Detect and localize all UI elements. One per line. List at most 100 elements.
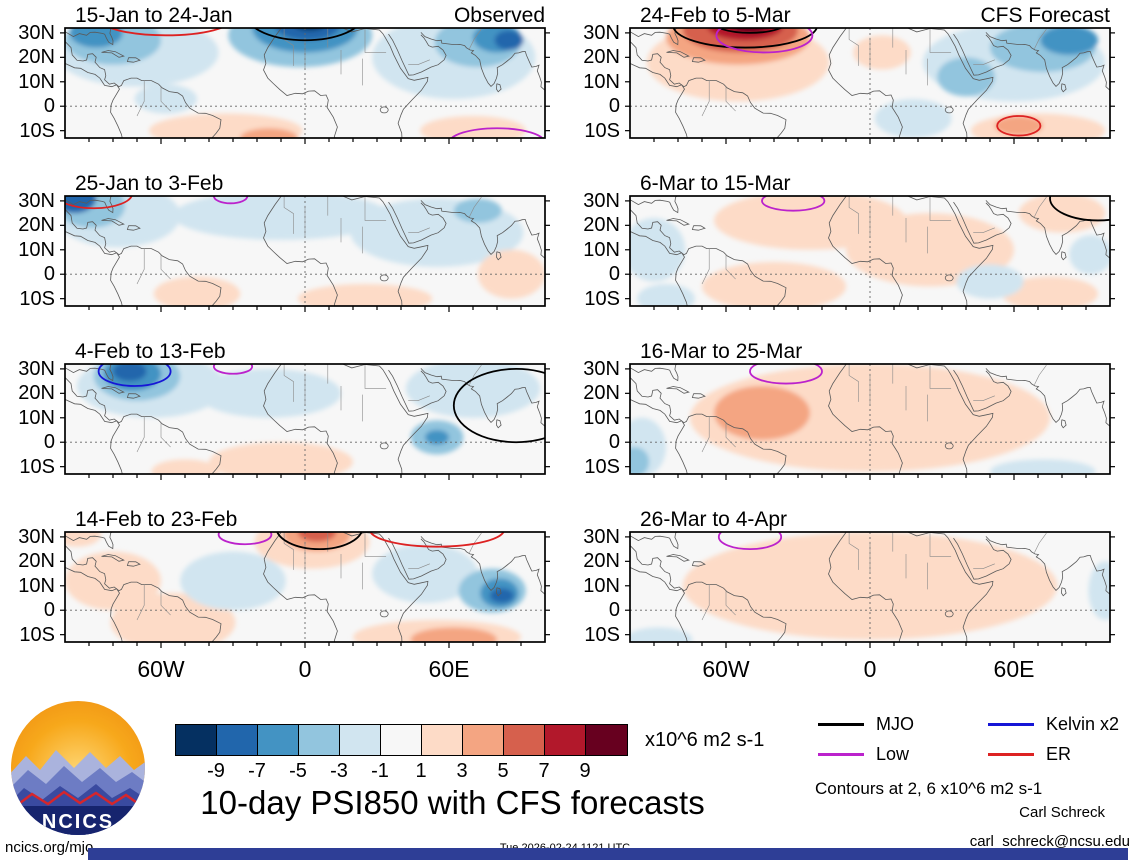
y-axis-label: 10N bbox=[18, 574, 55, 597]
y-axis-label: 10N bbox=[583, 406, 620, 429]
y-axis-label: 0 bbox=[608, 599, 620, 622]
y-axis-label: 10S bbox=[584, 119, 620, 142]
colorbar-tick-label: 9 bbox=[579, 760, 591, 782]
legend-item-low: Low bbox=[818, 744, 909, 764]
colorbar-segment bbox=[258, 725, 299, 755]
y-axis-label: 10N bbox=[583, 70, 620, 93]
y-axis-label: 10N bbox=[18, 406, 55, 429]
legend-item-kelvin: Kelvin x2 bbox=[988, 714, 1119, 734]
footer-email: carl_schreck@ncsu.edu bbox=[969, 833, 1130, 850]
panel-date-range: 16-Mar to 25-Mar bbox=[640, 340, 803, 363]
panel-date-range: 24-Feb to 5-Mar bbox=[640, 4, 791, 27]
colorbar-segment bbox=[463, 725, 504, 755]
y-axis-label: 10N bbox=[583, 574, 620, 597]
colorbar-segment bbox=[340, 725, 381, 755]
y-axis-label: 30N bbox=[583, 525, 620, 548]
legend-line-er bbox=[988, 752, 1034, 756]
legend-line-low bbox=[818, 752, 864, 756]
y-axis-label: 10S bbox=[19, 455, 55, 478]
y-axis-label: 10N bbox=[18, 238, 55, 261]
colorbar-segment bbox=[176, 725, 217, 755]
colorbar-segment bbox=[586, 725, 627, 755]
panel-column-label: Observed bbox=[453, 4, 545, 27]
y-axis-label: 20N bbox=[583, 214, 620, 237]
y-axis-label: 20N bbox=[18, 46, 55, 69]
x-axis-label: 60W bbox=[702, 656, 750, 682]
y-axis-label: 10S bbox=[584, 623, 620, 646]
y-axis-label: 0 bbox=[43, 431, 55, 454]
y-axis-label: 10N bbox=[18, 70, 55, 93]
colorbar-segment bbox=[217, 725, 258, 755]
y-axis-label: 30N bbox=[583, 189, 620, 212]
map-panel-5: 24-Feb to 5-Mar CFS Forecast 30N 20N 10N 0 10S bbox=[570, 4, 1135, 156]
contour-note: Contours at 2, 6 x10^6 m2 s-1 bbox=[815, 779, 1043, 798]
anomaly-map bbox=[60, 363, 550, 480]
y-axis-label: 10S bbox=[19, 119, 55, 142]
y-axis-label: 20N bbox=[18, 550, 55, 573]
colorbar-tick-label: -5 bbox=[289, 760, 307, 782]
y-axis-label: 10N bbox=[583, 238, 620, 261]
legend-label: MJO bbox=[876, 713, 914, 734]
colorbar-segment bbox=[504, 725, 545, 755]
legend-label: Kelvin x2 bbox=[1046, 713, 1120, 734]
colorbar-tick-label: 7 bbox=[538, 760, 550, 782]
y-axis-label: 20N bbox=[583, 46, 620, 69]
y-axis-label: 10S bbox=[19, 287, 55, 310]
y-axis-label: 0 bbox=[43, 599, 55, 622]
panel-date-range: 4-Feb to 13-Feb bbox=[75, 340, 226, 363]
x-axis-label: 0 bbox=[298, 656, 312, 682]
anomaly-map bbox=[625, 27, 1115, 144]
legend-item-mjo: MJO bbox=[818, 714, 914, 734]
panel-date-range: 15-Jan to 24-Jan bbox=[75, 4, 233, 27]
legend-label: Low bbox=[876, 743, 910, 764]
map-panel-7: 16-Mar to 25-Mar 30N 20N 10N 0 10S bbox=[570, 340, 1135, 492]
anomaly-map bbox=[60, 27, 550, 144]
map-panel-6: 6-Mar to 15-Mar 30N 20N 10N 0 10S bbox=[570, 172, 1135, 324]
map-panel-1: 15-Jan to 24-Jan Observed 30N 20N 10N 0 10S bbox=[5, 4, 577, 156]
anomaly-map bbox=[60, 195, 550, 312]
map-panel-2: 25-Jan to 3-Feb 30N 20N 10N 0 10S bbox=[5, 172, 577, 324]
logo-zigzag bbox=[15, 790, 141, 807]
anomaly-map bbox=[625, 363, 1115, 480]
colorbar-tick-label: 5 bbox=[497, 760, 509, 782]
colorbar-segment bbox=[299, 725, 340, 755]
colorbar-tick-label: 1 bbox=[415, 760, 427, 782]
anomaly-map bbox=[625, 531, 1115, 648]
colorbar-segment bbox=[422, 725, 463, 755]
legend-label: ER bbox=[1046, 743, 1072, 764]
colorbar-tick-label: 3 bbox=[456, 760, 468, 782]
x-axis-label: 60W bbox=[137, 656, 185, 682]
y-axis-label: 0 bbox=[608, 263, 620, 286]
panel-date-range: 14-Feb to 23-Feb bbox=[75, 508, 238, 531]
x-axis-label: 0 bbox=[863, 656, 877, 682]
y-axis-label: 0 bbox=[43, 263, 55, 286]
anomaly-map bbox=[60, 531, 550, 648]
colorbar-tick-label: -1 bbox=[371, 760, 389, 782]
colorbar-units: x10^6 m2 s-1 bbox=[645, 729, 765, 751]
y-axis-label: 0 bbox=[43, 95, 55, 118]
footer-bar bbox=[88, 848, 1128, 860]
y-axis-label: 30N bbox=[583, 21, 620, 44]
panel-column-label: CFS Forecast bbox=[980, 4, 1110, 27]
panel-date-range: 26-Mar to 4-Apr bbox=[640, 508, 788, 531]
y-axis-label: 10S bbox=[584, 287, 620, 310]
y-axis-label: 20N bbox=[583, 550, 620, 573]
colorbar-tick-label: -7 bbox=[248, 760, 266, 782]
y-axis-label: 30N bbox=[583, 357, 620, 380]
y-axis-label: 20N bbox=[18, 382, 55, 405]
colorbar-segment bbox=[381, 725, 422, 755]
anomaly-map bbox=[625, 195, 1115, 312]
x-axis-label: 60E bbox=[428, 656, 470, 682]
map-panel-3: 4-Feb to 13-Feb 30N 20N 10N 0 10S bbox=[5, 340, 577, 492]
ncics-logo: NCICS bbox=[11, 701, 145, 835]
colorbar-tick-label: -9 bbox=[207, 760, 225, 782]
x-axis-label: 60E bbox=[993, 656, 1035, 682]
footer-site: ncics.org/mjo bbox=[5, 839, 94, 856]
map-panel-8: 26-Mar to 4-Apr 30N 20N 10N 0 10S bbox=[570, 508, 1135, 660]
panel-date-range: 6-Mar to 15-Mar bbox=[640, 172, 791, 195]
legend-line-kelvin bbox=[988, 722, 1034, 726]
author-credit: Carl Schreck bbox=[1019, 804, 1105, 821]
colorbar-tick-label: -3 bbox=[330, 760, 348, 782]
colorbar bbox=[175, 724, 628, 756]
